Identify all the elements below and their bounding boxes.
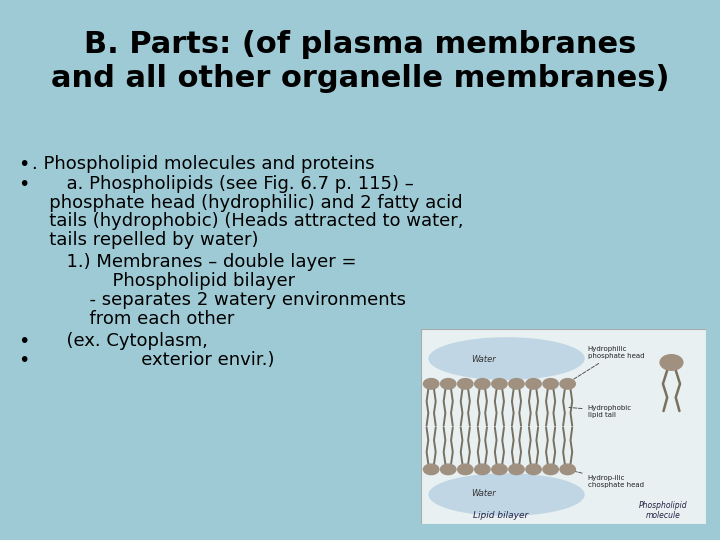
Circle shape <box>509 379 524 389</box>
Circle shape <box>526 379 541 389</box>
Circle shape <box>474 379 490 389</box>
Circle shape <box>543 379 558 389</box>
Text: tails (hydrophobic) (Heads attracted to water,: tails (hydrophobic) (Heads attracted to … <box>32 213 464 231</box>
Text: from each other: from each other <box>32 309 235 328</box>
Text: Hydrophilic
phosphate head: Hydrophilic phosphate head <box>569 346 644 382</box>
Circle shape <box>458 464 473 475</box>
Text: phosphate head (hydrophilic) and 2 fatty acid: phosphate head (hydrophilic) and 2 fatty… <box>32 194 463 212</box>
Text: tails repelled by water): tails repelled by water) <box>32 231 258 249</box>
Text: exterior envir.): exterior envir.) <box>32 351 274 369</box>
Circle shape <box>560 464 575 475</box>
Text: Lipid bilayer: Lipid bilayer <box>473 511 528 520</box>
Text: Water: Water <box>472 489 496 498</box>
Text: Phospholipid
molecule: Phospholipid molecule <box>639 501 688 520</box>
Circle shape <box>660 355 683 370</box>
Ellipse shape <box>428 473 585 516</box>
Text: 1.) Membranes – double layer =: 1.) Membranes – double layer = <box>32 253 356 271</box>
Circle shape <box>560 379 575 389</box>
Text: •: • <box>18 351 30 370</box>
Circle shape <box>474 464 490 475</box>
Circle shape <box>492 464 507 475</box>
Text: Water: Water <box>472 355 496 364</box>
Circle shape <box>492 379 507 389</box>
Text: - separates 2 watery environments: - separates 2 watery environments <box>32 291 406 309</box>
Text: •: • <box>18 332 30 351</box>
Text: B. Parts: (of plasma membranes
and all other organelle membranes): B. Parts: (of plasma membranes and all o… <box>50 30 670 92</box>
Text: Phospholipid bilayer: Phospholipid bilayer <box>32 272 295 290</box>
Circle shape <box>441 464 456 475</box>
Text: •: • <box>18 155 30 174</box>
Text: (ex. Cytoplasm,: (ex. Cytoplasm, <box>32 332 208 350</box>
Circle shape <box>441 379 456 389</box>
Text: •: • <box>18 175 30 194</box>
Circle shape <box>423 464 438 475</box>
Circle shape <box>458 379 473 389</box>
Circle shape <box>509 464 524 475</box>
Text: . Phospholipid molecules and proteins: . Phospholipid molecules and proteins <box>32 155 374 173</box>
Text: Hydrop-ilic
chosphate head: Hydrop-ilic chosphate head <box>569 470 644 488</box>
Circle shape <box>423 379 438 389</box>
Text: Hydrophobic
lipid tail: Hydrophobic lipid tail <box>569 404 631 417</box>
Ellipse shape <box>428 337 585 380</box>
Text: a. Phospholipids (see Fig. 6.7 p. 115) –: a. Phospholipids (see Fig. 6.7 p. 115) – <box>32 175 414 193</box>
Circle shape <box>526 464 541 475</box>
Circle shape <box>543 464 558 475</box>
